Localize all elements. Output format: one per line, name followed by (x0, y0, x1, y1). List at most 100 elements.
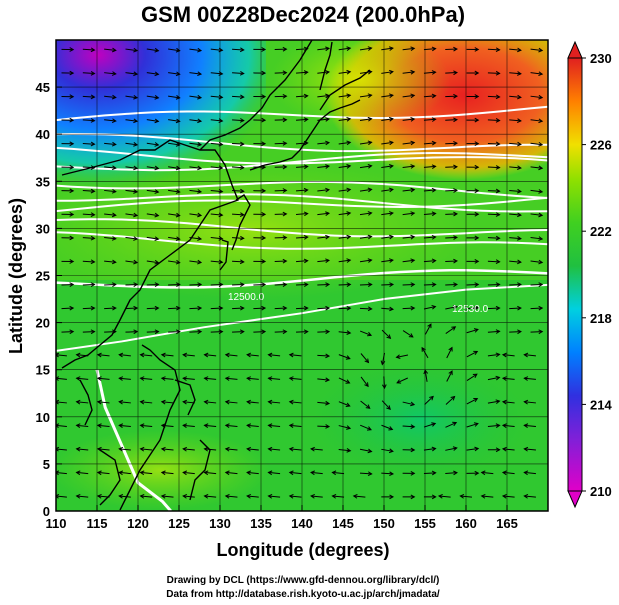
wind-vector (530, 95, 543, 99)
wind-arrowhead (367, 69, 373, 75)
wind-vector (338, 259, 351, 263)
wind-arrowhead (495, 118, 501, 123)
wind-arrowhead (111, 118, 117, 124)
wind-vector (189, 283, 202, 286)
wind-vector (423, 283, 436, 286)
wind-arrowhead (267, 446, 273, 452)
wind-vector (204, 424, 217, 427)
wind-vector (381, 118, 393, 121)
wind-arrowhead (154, 212, 160, 218)
wind-arrowhead (388, 187, 394, 193)
wind-vector (168, 189, 180, 193)
wind-vector (82, 142, 95, 145)
wind-vector (146, 166, 159, 169)
wind-vector (76, 401, 89, 404)
wind-vector (359, 307, 372, 310)
wind-arrowhead (111, 165, 117, 171)
wind-vector (232, 48, 244, 51)
wind-arrowhead (69, 47, 75, 52)
wind-vector (487, 237, 500, 239)
wind-arrowhead (431, 187, 437, 193)
colorbar: 210 214 218 222 226 230 (567, 40, 612, 509)
wind-vector (125, 189, 138, 193)
wind-vector (445, 472, 457, 475)
wind-arrowhead (431, 282, 437, 287)
wind-arrowhead (453, 93, 458, 99)
wind-arrowhead (267, 423, 273, 428)
wind-arrowhead (523, 423, 529, 428)
wind-vector (360, 376, 369, 387)
wind-vector (82, 213, 95, 216)
wind-arrowhead (203, 399, 209, 405)
wind-arrowhead (282, 188, 288, 193)
map-plot-area: 12500.0 12530.0 (56, 40, 548, 511)
wind-vector (423, 448, 436, 451)
wind-vector (509, 189, 521, 193)
wind-vector (189, 213, 202, 216)
wind-arrowhead (133, 282, 139, 287)
wind-arrowhead (118, 493, 124, 499)
wind-vector (168, 142, 180, 146)
wind-arrowhead (453, 46, 458, 52)
wind-arrowhead (474, 70, 480, 76)
wind-arrowhead (431, 211, 437, 217)
wind-arrowhead (453, 188, 458, 193)
wind-arrowhead (523, 446, 529, 452)
wind-arrowhead (118, 352, 124, 358)
wind-vector (119, 401, 131, 404)
wind-vector (268, 354, 281, 357)
wind-vector (423, 165, 436, 168)
wind-arrowhead (160, 446, 166, 452)
wind-arrowhead (118, 423, 124, 428)
wind-arrowhead (495, 70, 501, 76)
wind-arrowhead (56, 446, 60, 452)
wind-arrowhead (69, 164, 75, 170)
wind-arrowhead (139, 376, 145, 381)
wind-vector (232, 166, 244, 169)
wind-vector (125, 166, 138, 169)
wind-arrowhead (282, 46, 288, 52)
wind-vector (146, 283, 159, 286)
wind-arrowhead (474, 188, 480, 194)
wind-arrowhead (325, 400, 331, 406)
wind-arrowhead (325, 353, 331, 359)
wind-arrowhead (389, 306, 395, 312)
wind-arrowhead (239, 47, 245, 53)
wind-vector (402, 71, 415, 74)
wind-arrowhead (366, 426, 372, 431)
y-tick-label: 5 (43, 457, 50, 472)
wind-arrowhead (56, 399, 60, 405)
wind-arrowhead (474, 211, 480, 217)
wind-vector (104, 237, 116, 240)
wind-arrowhead (111, 259, 117, 265)
wind-arrowhead (495, 165, 501, 170)
wind-vector (225, 424, 238, 427)
wind-vector (359, 71, 372, 74)
wind-vector (524, 448, 536, 451)
wind-vector (445, 119, 457, 121)
wind-arrowhead (388, 140, 394, 146)
wind-vector (509, 142, 521, 145)
wind-vector (524, 471, 536, 475)
wind-arrowhead (246, 493, 252, 499)
wind-vector (502, 354, 515, 357)
wind-vector (82, 72, 95, 75)
y-tick-label: 45 (36, 80, 50, 95)
wind-arrowhead (367, 282, 373, 287)
wind-arrowhead (197, 94, 203, 100)
wind-vector (289, 495, 302, 498)
wind-vector (204, 377, 217, 380)
wind-vector (232, 260, 244, 263)
wind-arrowhead (282, 282, 288, 287)
wind-arrowhead (346, 448, 352, 453)
wind-vector (104, 166, 116, 169)
wind-vector (402, 401, 415, 406)
y-tick-label: 15 (36, 363, 50, 378)
wind-arrowhead (111, 94, 117, 100)
wind-arrowhead (325, 305, 331, 311)
wind-arrowhead (90, 329, 96, 335)
wind-vector (189, 307, 202, 310)
wind-vector (509, 283, 521, 286)
wind-arrowhead (495, 94, 501, 100)
wind-vector (168, 213, 180, 217)
